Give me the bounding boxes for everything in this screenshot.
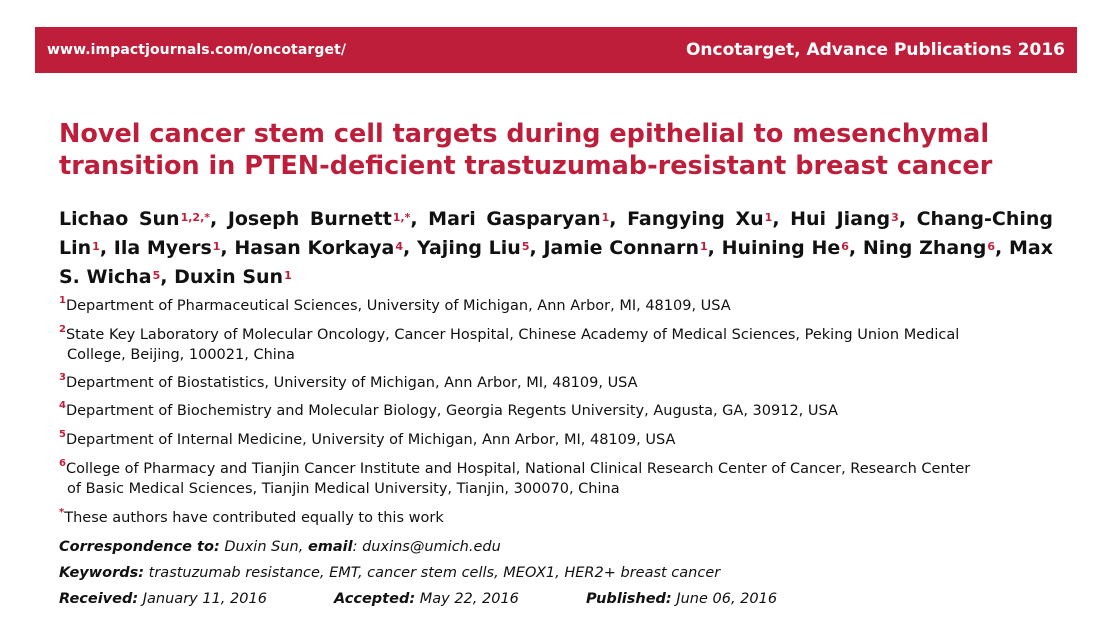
- journal-banner: www.impactjournals.com/oncotarget/ Oncot…: [35, 27, 1077, 73]
- affiliation-text: College of Pharmacy and Tianjin Cancer I…: [65, 461, 971, 477]
- author-affiliation-marker: 5: [521, 240, 530, 253]
- affiliation-text: Department of Internal Medicine, Univers…: [65, 432, 676, 448]
- author: Duxin Sun1: [174, 266, 292, 288]
- author-list: Lichao Sun1,2,*, Joseph Burnett1,*, Mari…: [59, 208, 1054, 288]
- accepted-date: Accepted: May 22, 2016: [334, 591, 519, 607]
- author: Hui Jiang3: [790, 208, 899, 230]
- email-link[interactable]: : duxins@umich.edu: [352, 539, 501, 555]
- author-affiliation-marker: 1: [601, 211, 610, 224]
- affiliation-number: 5: [59, 429, 66, 440]
- author: Mari Gasparyan1: [428, 208, 610, 230]
- author: Fangying Xu1: [627, 208, 773, 230]
- affiliation-text-continued: College, Beijing, 100021, China: [67, 347, 295, 363]
- affiliation-3: 3Department of Biostatistics, University…: [59, 372, 1059, 393]
- affiliation-text: These authors have contributed equally t…: [64, 510, 444, 526]
- affiliation-text-continued: of Basic Medical Sciences, Tianjin Medic…: [67, 481, 620, 497]
- affiliation-5: 5Department of Internal Medicine, Univer…: [59, 429, 1059, 450]
- published-date: Published: June 06, 2016: [586, 591, 778, 607]
- affiliation-2: 2State Key Laboratory of Molecular Oncol…: [59, 324, 1059, 365]
- correspondence-label: Correspondence to:: [59, 539, 220, 555]
- author-affiliation-marker: 1,*: [392, 211, 411, 224]
- author: Ning Zhang6: [862, 237, 996, 259]
- affiliation-text: Department of Biochemistry and Molecular…: [65, 403, 838, 419]
- author-affiliation-marker: 1: [700, 240, 708, 253]
- author-affiliation-marker: 5: [152, 269, 161, 282]
- author: Max S. Wicha5: [59, 237, 1053, 288]
- affiliation-4: 4Department of Biochemistry and Molecula…: [59, 400, 1059, 421]
- affiliation-number: 6: [59, 458, 66, 469]
- keywords-label: Keywords:: [59, 565, 145, 581]
- author-affiliation-marker: 1: [92, 240, 100, 253]
- author-affiliation-marker: 6: [987, 240, 996, 253]
- email-label: email: [307, 539, 353, 555]
- author-affiliation-marker: 3: [891, 211, 899, 224]
- author: Ila Myers1: [113, 237, 221, 259]
- affiliation-number: 2: [59, 324, 66, 335]
- author-affiliation-marker: 4: [395, 240, 404, 253]
- keywords-value: trastuzumab resistance, EMT, cancer stem…: [148, 565, 721, 581]
- affiliation-1: 1Department of Pharmaceutical Sciences, …: [59, 295, 1059, 316]
- affiliation-number: 1: [59, 295, 66, 306]
- author-affiliation-marker: 1: [212, 240, 221, 253]
- author-affiliation-marker: 1: [764, 211, 773, 224]
- author: Yajing Liu5: [416, 237, 530, 259]
- affiliation-number: *: [59, 507, 65, 518]
- paper-title: Novel cancer stem cell targets during ep…: [59, 119, 993, 181]
- author-affiliation-marker: 1: [284, 269, 292, 282]
- correspondence-name: Duxin Sun,: [224, 539, 304, 555]
- journal-url-link[interactable]: www.impactjournals.com/oncotarget/: [47, 42, 347, 58]
- publication-info: Oncotarget, Advance Publications 2016: [685, 40, 1065, 60]
- affiliation-text: Department of Pharmaceutical Sciences, U…: [65, 298, 731, 314]
- author-affiliation-marker: 1,2,*: [180, 211, 211, 224]
- affiliation-text: State Key Laboratory of Molecular Oncolo…: [65, 327, 960, 343]
- keywords-line: Keywords: trastuzumab resistance, EMT, c…: [59, 565, 720, 581]
- author: Lichao Sun1,2,*: [59, 208, 211, 230]
- author: Jamie Connarn1: [543, 237, 708, 259]
- affiliation-text: Department of Biostatistics, University …: [65, 375, 638, 391]
- author: Chang-Ching Lin1: [59, 208, 1054, 259]
- equal-contribution-note: *These authors have contributed equally …: [59, 507, 1059, 528]
- author: Huining He6: [721, 237, 849, 259]
- author: Joseph Burnett1,*: [227, 208, 411, 230]
- correspondence-line: Correspondence to: Duxin Sun, email: dux…: [59, 539, 501, 555]
- affiliation-number: 4: [59, 400, 66, 411]
- author-affiliation-marker: 6: [841, 240, 849, 253]
- received-date: Received: January 11, 2016: [59, 591, 267, 607]
- affiliation-6: 6College of Pharmacy and Tianjin Cancer …: [59, 458, 1059, 499]
- affiliation-number: 3: [59, 372, 66, 383]
- author: Hasan Korkaya4: [234, 237, 404, 259]
